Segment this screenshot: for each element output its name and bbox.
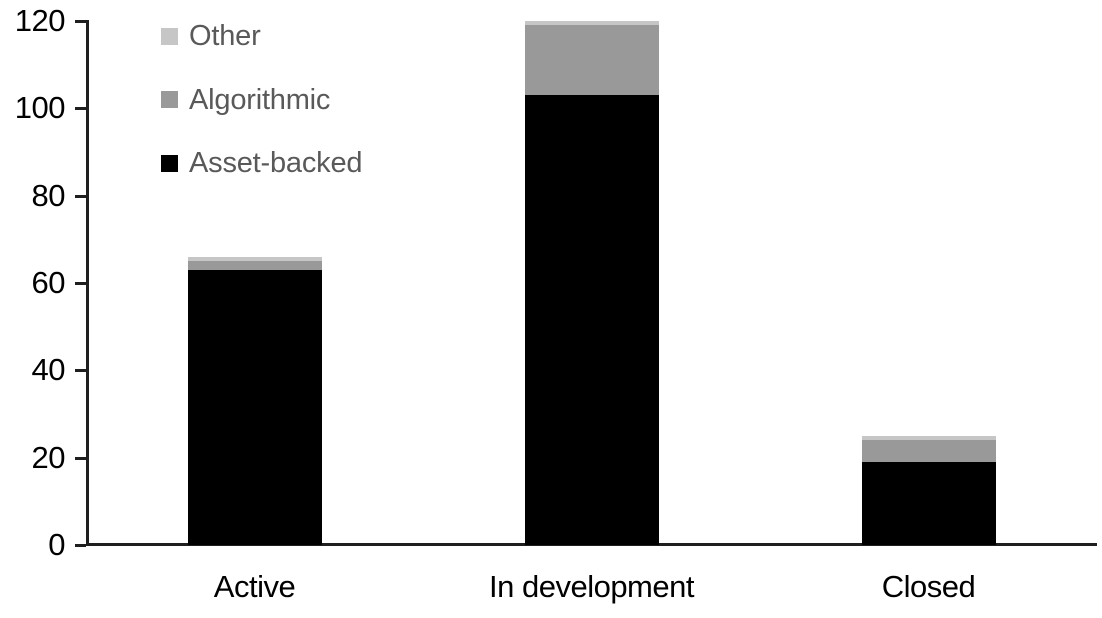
y-axis-tick: [75, 107, 86, 111]
chart-legend: Other Algorithmic Asset-backed: [161, 19, 561, 199]
y-axis-tick: [75, 544, 86, 547]
y-axis-tick: [75, 369, 86, 373]
legend-swatch-icon-asset-backed: [161, 154, 178, 172]
bar-segment-algorithmic-closed: [861, 440, 996, 463]
legend-swatch-icon-other: [161, 27, 178, 45]
y-axis-tick-label: 20: [31, 439, 66, 475]
bar-segment-asset-backed-closed: [861, 462, 996, 545]
y-axis-tick: [75, 282, 86, 285]
legend-item-other: Other: [161, 19, 261, 53]
y-axis-tick: [75, 194, 86, 198]
x-axis-label-active: Active: [213, 569, 296, 604]
bar-segment-asset-backed-active: [187, 269, 322, 545]
bar-segment-asset-backed-in-development: [524, 95, 659, 545]
x-axis-label-closed: Closed: [881, 569, 976, 604]
y-axis-tick: [75, 456, 86, 460]
legend-item-asset-backed: Asset-backed: [161, 146, 363, 180]
bar-segment-algorithmic-in-development: [524, 25, 659, 96]
x-axis-label-in-development: In development: [489, 569, 694, 604]
bar-segment-other-closed: [861, 435, 996, 441]
legend-label-asset-backed: Asset-backed: [189, 147, 363, 179]
y-axis-tick-label: 0: [48, 527, 65, 562]
legend-item-algorithmic: Algorithmic: [161, 83, 330, 117]
y-axis-tick-label: 120: [14, 3, 66, 38]
y-axis-tick-label: 80: [31, 177, 66, 213]
bar-segment-other-in-development: [524, 21, 659, 26]
legend-label-algorithmic: Algorithmic: [189, 83, 331, 116]
legend-label-other: Other: [189, 20, 261, 52]
y-axis-tick-label: 40: [31, 352, 66, 388]
y-axis-tick-label: 60: [31, 265, 66, 300]
bar-segment-other-active: [187, 256, 322, 262]
bar-segment-algorithmic-active: [187, 261, 322, 270]
y-axis-tick: [75, 20, 86, 23]
y-axis-line: [86, 20, 89, 546]
legend-swatch-icon-algorithmic: [161, 91, 178, 108]
y-axis-tick-label: 100: [14, 90, 66, 126]
